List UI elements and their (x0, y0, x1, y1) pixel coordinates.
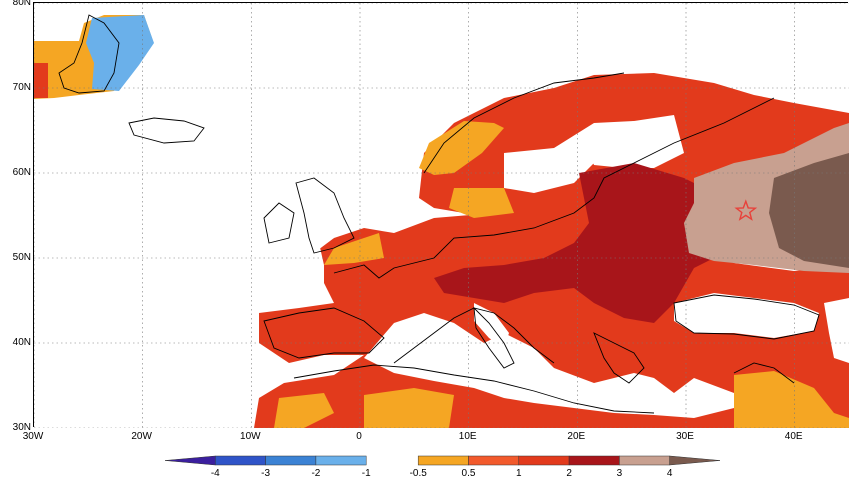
colorbar-label: -0.5 (410, 468, 428, 479)
colorbar-label: -1 (362, 468, 371, 479)
longitude-tick-label: 20E (567, 431, 585, 442)
colorbar-segment (417, 455, 469, 466)
latitude-tick-label: 80N (13, 0, 31, 8)
colorbar-segment (215, 455, 266, 466)
colorbar-label: -2 (311, 468, 320, 479)
colorbar-segment (468, 455, 520, 466)
graticule (34, 3, 849, 428)
colorbar-segment (619, 455, 670, 466)
latitude-tick-label: 30N (13, 422, 31, 433)
colorbar-boxes (164, 455, 721, 466)
colorbar-label: 0.5 (462, 468, 476, 479)
colorbar-arrow-right (669, 455, 721, 466)
colorbar-segment (315, 455, 367, 466)
latitude-tick-label: 70N (13, 82, 31, 93)
colorbar-segment (265, 455, 317, 466)
colorbar-label: 3 (617, 468, 623, 479)
longitude-tick-label: 30E (676, 431, 694, 442)
longitude-axis: 30W 20W 10W 0 10E 20E 30E 40E (23, 431, 803, 442)
longitude-tick-label: 30W (23, 431, 44, 442)
map-panel (33, 2, 849, 428)
colorbar-arrow-left (164, 455, 216, 466)
colorbar-label: 2 (566, 468, 572, 479)
star-marker-icon (734, 199, 758, 221)
anomaly-map (34, 3, 849, 428)
longitude-tick-label: 20W (131, 431, 152, 442)
coastlines (58, 14, 820, 414)
latitude-axis: 80N 70N 60N 50N 40N 30N (13, 0, 31, 433)
colorbar-label: 4 (667, 468, 673, 479)
longitude-tick-label: 40E (785, 431, 803, 442)
longitude-tick-label: 10E (459, 431, 477, 442)
latitude-tick-label: 40N (13, 337, 31, 348)
colorbar-label: -3 (261, 468, 270, 479)
latitude-tick-label: 60N (13, 167, 31, 178)
colorbar-label: 1 (516, 468, 522, 479)
longitude-tick-label: 0 (356, 431, 362, 442)
colorbar-segment (518, 455, 570, 466)
latitude-tick-label: 50N (13, 252, 31, 263)
colorbar: -4 -3 -2 -1 -0.5 0.5 1 2 3 4 (164, 455, 721, 479)
colorbar-segment (568, 455, 620, 466)
anomaly-field (34, 15, 849, 428)
colorbar-labels: -4 -3 -2 -1 -0.5 0.5 1 2 3 4 (211, 468, 673, 479)
colorbar-label: -4 (211, 468, 220, 479)
longitude-tick-label: 10W (240, 431, 261, 442)
